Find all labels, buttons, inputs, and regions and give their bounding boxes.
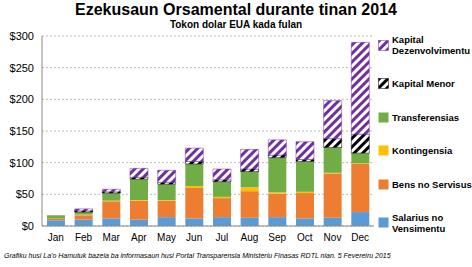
svg-text:$150: $150 [10, 125, 34, 137]
svg-text:$250: $250 [10, 62, 34, 74]
html-text:Grafiku husi La'o Hamutuk baze: Grafiku husi La'o Hamutuk bazeia ba info… [4, 252, 391, 259]
svg-text:$300: $300 [10, 30, 34, 42]
svg-text:$50: $50 [16, 188, 34, 200]
html-text:Salarius no Vensimentu: Salarius no Vensimentu [392, 212, 446, 234]
svg-text:Oct: Oct [297, 232, 313, 243]
svg-text:Apr: Apr [131, 232, 147, 243]
html-text:Bens no Servisus: Bens no Servisus [392, 178, 472, 190]
html-text:Tokon dolar EUA kada fulan: Tokon dolar EUA kada fulan [169, 19, 303, 30]
html-text:Kapital Menor: Kapital Menor [392, 78, 455, 90]
svg-text:Dec: Dec [351, 232, 369, 243]
html-text:Transferensias: Transferensias [392, 111, 460, 123]
html-text:Ezekusaun Orsamental durante t: Ezekusaun Orsamental durante tinan 2014 [75, 1, 397, 18]
html-text:Kapital Dezenvolvimentu: Kapital Dezenvolvimentu [392, 34, 471, 56]
svg-text:Sep: Sep [268, 232, 286, 243]
svg-text:Jun: Jun [186, 232, 202, 243]
svg-text:May: May [157, 232, 176, 243]
svg-text:Feb: Feb [75, 232, 93, 243]
svg-text:Aug: Aug [241, 232, 259, 243]
svg-text:$200: $200 [10, 93, 34, 105]
svg-text:Jan: Jan [48, 232, 64, 243]
svg-text:Nov: Nov [324, 232, 342, 243]
svg-text:Jul: Jul [215, 232, 228, 243]
svg-text:$100: $100 [10, 157, 34, 169]
svg-text:$0: $0 [22, 220, 34, 232]
html-text:Kontingensia: Kontingensia [392, 145, 453, 157]
svg-text:Mar: Mar [103, 232, 121, 243]
